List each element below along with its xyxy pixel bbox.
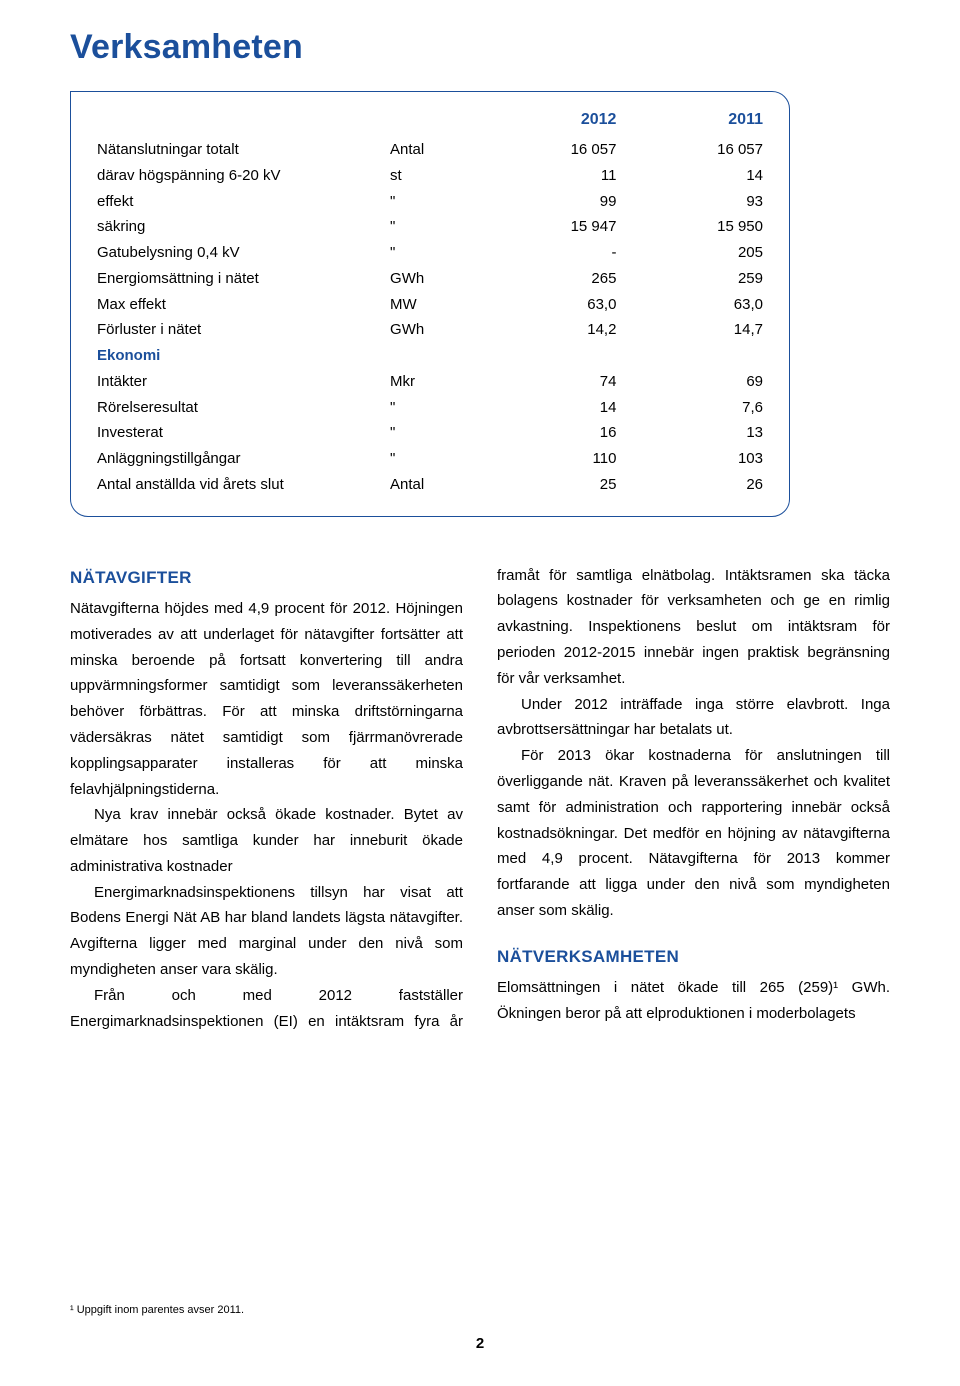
table-row: Rörelseresultat"147,6: [97, 395, 763, 421]
summary-table: 2012 2011 Nätanslutningar totaltAntal16 …: [97, 106, 763, 498]
body-paragraph: Nätavgifterna höjdes med 4,9 procent för…: [70, 596, 463, 802]
table-row: Förluster i nätetGWh14,214,7: [97, 317, 763, 343]
page-title: Verksamheten: [70, 28, 890, 67]
body-paragraph: Under 2012 inträffade inga större elavbr…: [497, 692, 890, 744]
table-row: därav högspänning 6-20 kVst1114: [97, 163, 763, 189]
table-section-head: Ekonomi: [97, 343, 763, 369]
heading-natavgifter: NÄTAVGIFTER: [70, 563, 463, 592]
table-row: Max effektMW63,063,0: [97, 292, 763, 318]
table-row: säkring"15 94715 950: [97, 214, 763, 240]
table-row: Investerat"1613: [97, 420, 763, 446]
table-row: IntäkterMkr7469: [97, 369, 763, 395]
body-columns: NÄTAVGIFTER Nätavgifterna höjdes med 4,9…: [70, 563, 890, 1035]
footnote: ¹ Uppgift inom parentes avser 2011.: [70, 1304, 244, 1316]
year-col-b: 2011: [616, 106, 763, 137]
heading-natverksamheten: NÄTVERKSAMHETEN: [497, 942, 890, 971]
table-row: Anläggningstillgångar"110103: [97, 446, 763, 472]
table-row: Gatubelysning 0,4 kV"-205: [97, 240, 763, 266]
year-col-a: 2012: [470, 106, 617, 137]
body-paragraph: Elomsättningen i nätet ökade till 265 (2…: [497, 975, 890, 1027]
table-row: effekt"9993: [97, 189, 763, 215]
table-row: Nätanslutningar totaltAntal16 05716 057: [97, 137, 763, 163]
page-number: 2: [0, 1335, 960, 1352]
table-row: Antal anställda vid årets slutAntal2526: [97, 472, 763, 498]
body-paragraph: För 2013 ökar kostnaderna för anslutning…: [497, 743, 890, 924]
table-header-row: 2012 2011: [97, 106, 763, 137]
table-row: Energiomsättning i nätetGWh265259: [97, 266, 763, 292]
body-paragraph: Energimarknadsinspektionens tillsyn har …: [70, 880, 463, 983]
summary-table-frame: 2012 2011 Nätanslutningar totaltAntal16 …: [70, 91, 790, 517]
body-paragraph: Nya krav innebär också ökade kostnader. …: [70, 802, 463, 879]
